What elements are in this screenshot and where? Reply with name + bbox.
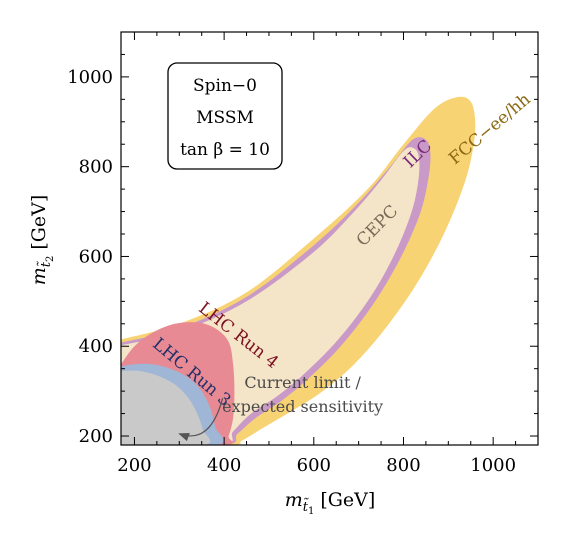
region-current-limit [121, 370, 211, 445]
info-line-model: MSSM [196, 108, 254, 128]
annotation-arrow [178, 398, 224, 442]
plot-frame [120, 31, 539, 446]
x-tick-label: 200 [117, 455, 151, 476]
annotation-line-2: expected sensitivity [222, 397, 383, 416]
y-tick-label: 600 [79, 246, 113, 267]
info-box-frame [167, 62, 283, 170]
x-tick-label: 400 [207, 455, 241, 476]
axis-ticks: 200 400 600 800 1000 200 400 600 800 1000 [67, 31, 539, 476]
info-box: Spin−0 MSSM tan β = 10 [167, 62, 283, 170]
exclusion-regions [121, 96, 476, 445]
y-tick-label: 200 [79, 426, 113, 447]
info-line-spin: Spin−0 [193, 76, 257, 96]
x-tick-label: 800 [386, 455, 420, 476]
y-tick-label: 800 [79, 157, 113, 178]
y-tick-label: 1000 [67, 67, 113, 88]
info-line-tanbeta: tan β = 10 [180, 140, 270, 160]
x-tick-label: 600 [297, 455, 331, 476]
annotation: Current limit / expected sensitivity [178, 373, 383, 442]
x-tick-label: 1000 [470, 455, 516, 476]
annotation-line-1: Current limit / [244, 373, 361, 392]
y-axis-title: mt̃2[GeV] [28, 195, 56, 286]
x-axis-title: mt̃1[GeV] [285, 489, 376, 517]
y-tick-label: 400 [79, 336, 113, 357]
